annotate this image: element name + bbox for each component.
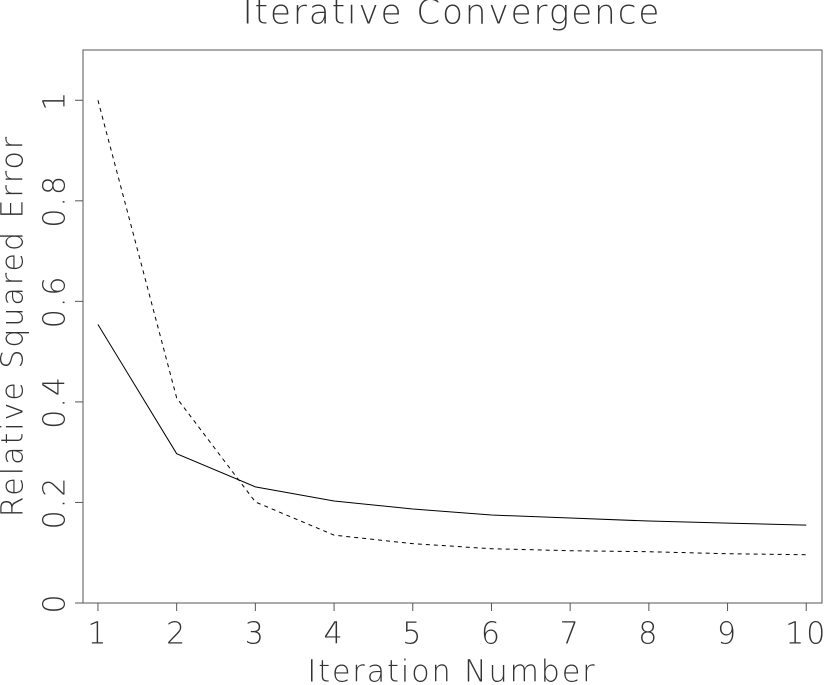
plot-frame <box>82 49 823 604</box>
x-tick-label: 5 <box>402 617 423 652</box>
series-line <box>97 324 807 526</box>
y-tick-label: 0.6 <box>38 275 73 329</box>
x-tick-label: 3 <box>245 617 266 652</box>
x-tick-label: 4 <box>324 617 345 652</box>
y-tick-label: 0.8 <box>38 174 73 228</box>
y-tick-label: 0.2 <box>38 476 73 530</box>
x-tick-label: 2 <box>166 617 187 652</box>
x-axis-label: Iteration Number <box>307 655 596 685</box>
y-axis-label: Relative Squared Error <box>0 135 31 517</box>
series-line <box>97 100 807 556</box>
x-tick-label: 10 <box>785 617 826 652</box>
x-tick-label: 6 <box>481 617 502 652</box>
chart-title: Iterative Convergence <box>243 0 662 33</box>
y-tick-label: 0 <box>38 592 73 613</box>
y-tick-label: 0.4 <box>38 375 73 429</box>
x-tick-label: 9 <box>717 617 738 652</box>
x-tick-label: 1 <box>87 617 108 652</box>
y-tick-label: 1 <box>38 90 73 111</box>
x-tick-label: 7 <box>560 617 581 652</box>
x-tick-label: 8 <box>638 617 659 652</box>
